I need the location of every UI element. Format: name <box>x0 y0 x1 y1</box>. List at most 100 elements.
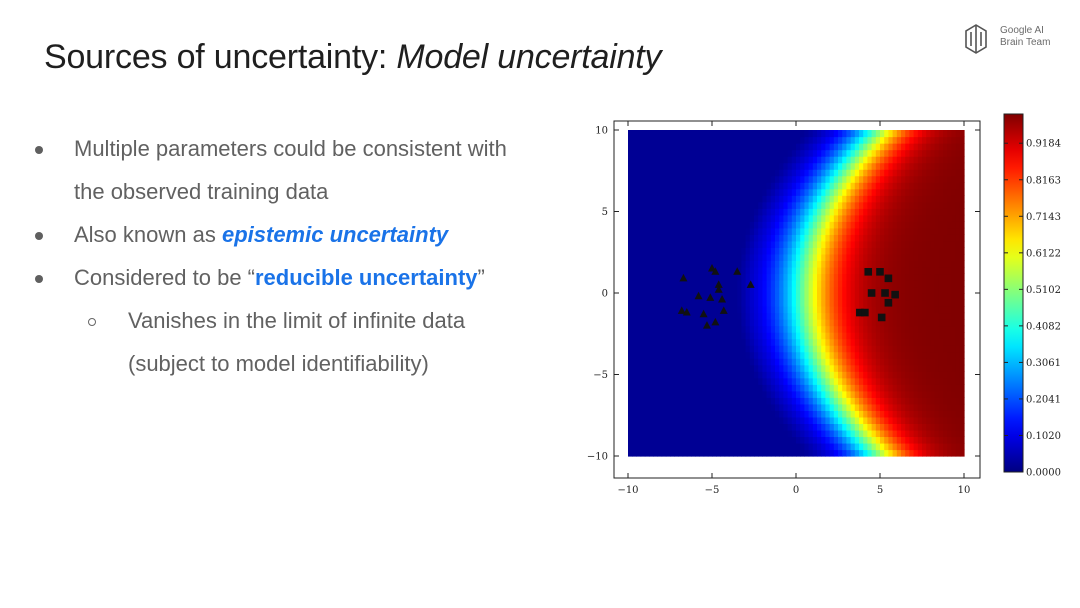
heatmap-cell <box>800 286 805 294</box>
heatmap-cell <box>808 286 814 294</box>
heatmap-cell <box>644 169 650 177</box>
heatmap-cell <box>913 325 919 333</box>
heatmap-cell <box>636 201 642 209</box>
heatmap-cell <box>896 410 902 418</box>
heatmap-cell <box>859 195 864 203</box>
heatmap-cell <box>691 188 696 196</box>
heatmap-cell <box>712 201 717 209</box>
heatmap-cell <box>691 247 696 255</box>
heatmap-cell <box>909 143 915 151</box>
heatmap-cell <box>905 188 910 196</box>
heatmap-cell <box>854 358 860 366</box>
heatmap-cell <box>796 149 801 157</box>
heatmap-cell <box>833 286 839 294</box>
heatmap-cell <box>695 351 700 359</box>
heatmap-cell <box>678 227 684 235</box>
heatmap-cell <box>938 306 944 314</box>
heatmap-cell <box>947 169 952 177</box>
heatmap-cell <box>653 188 658 196</box>
heatmap-cell <box>682 162 688 170</box>
heatmap-cell <box>636 149 642 157</box>
heatmap-cell <box>796 325 801 333</box>
heatmap-cell <box>724 416 730 424</box>
heatmap-cell <box>859 214 864 222</box>
heatmap-cell <box>712 162 717 170</box>
heatmap-cell <box>783 403 789 411</box>
heatmap-cell <box>741 273 747 281</box>
heatmap-cell <box>745 227 751 235</box>
heatmap-cell <box>888 345 894 353</box>
heatmap-cell <box>875 293 881 301</box>
heatmap-cell <box>812 266 818 275</box>
heatmap-cell <box>640 195 646 203</box>
colorbar-tick-label: 0.0000 <box>1026 468 1061 479</box>
heatmap-cell <box>829 416 835 424</box>
sub-bullet-circle-icon <box>88 318 96 326</box>
heatmap-cell <box>628 429 633 438</box>
heatmap-cell <box>678 403 684 411</box>
heatmap-cell <box>800 253 805 261</box>
heatmap-cell <box>758 423 763 431</box>
heatmap-cell <box>901 208 906 216</box>
heatmap-cell <box>804 175 810 183</box>
heatmap-cell <box>905 162 910 170</box>
heatmap-cell <box>909 377 915 385</box>
heatmap-cell <box>884 279 889 288</box>
heatmap-cell <box>926 247 931 255</box>
heatmap-cell <box>733 227 738 235</box>
heatmap-cell <box>699 253 705 261</box>
heatmap-cell <box>741 345 747 353</box>
heatmap-cell <box>800 240 805 248</box>
heatmap-cell <box>859 188 864 196</box>
heatmap-cell <box>632 293 637 301</box>
heatmap-cell <box>901 338 906 346</box>
heatmap-cell <box>896 423 902 431</box>
heatmap-cell <box>850 345 856 353</box>
heatmap-cell <box>661 286 667 294</box>
heatmap-cell <box>850 442 856 451</box>
heatmap-cell <box>649 169 654 177</box>
heatmap-cell <box>699 130 705 138</box>
heatmap-cell <box>913 397 919 405</box>
heatmap-cell <box>959 410 965 418</box>
heatmap-cell <box>779 195 784 203</box>
heatmap-cell <box>628 319 633 327</box>
heatmap-cell <box>838 416 843 424</box>
heatmap-cell <box>909 130 915 138</box>
heatmap-cell <box>749 397 755 405</box>
heatmap-cell <box>884 149 889 157</box>
heatmap-cell <box>754 306 759 314</box>
heatmap-cell <box>901 384 906 392</box>
heatmap-cell <box>733 195 738 203</box>
heatmap-cell <box>770 227 776 235</box>
heatmap-cell <box>812 410 818 418</box>
heatmap-cell <box>728 429 734 438</box>
heatmap-cell <box>779 214 784 222</box>
heatmap-cell <box>859 182 864 190</box>
heatmap-cell <box>854 377 860 385</box>
heatmap-cell <box>909 358 915 366</box>
heatmap-cell <box>951 130 957 138</box>
heatmap-cell <box>800 162 805 170</box>
heatmap-cell <box>644 130 650 138</box>
heatmap-cell <box>733 429 738 438</box>
heatmap-cell <box>947 364 952 372</box>
heatmap-cell <box>833 260 839 268</box>
heatmap-cell <box>808 188 814 196</box>
heatmap-cell <box>686 208 692 216</box>
heatmap-cell <box>695 371 700 379</box>
heatmap-cell <box>842 266 847 275</box>
heatmap-cell <box>943 266 948 275</box>
heatmap-cell <box>720 234 726 242</box>
heatmap-cell <box>896 371 902 379</box>
heatmap-cell <box>922 397 927 405</box>
heatmap-cell <box>737 449 742 457</box>
heatmap-cell <box>737 156 742 164</box>
heatmap-cell <box>745 299 751 307</box>
heatmap-cell <box>653 351 658 359</box>
heatmap-cell <box>867 390 873 398</box>
heatmap-cell <box>951 149 957 157</box>
heatmap-cell <box>825 325 831 333</box>
heatmap-cell <box>896 195 902 203</box>
heatmap-cell <box>913 312 919 320</box>
